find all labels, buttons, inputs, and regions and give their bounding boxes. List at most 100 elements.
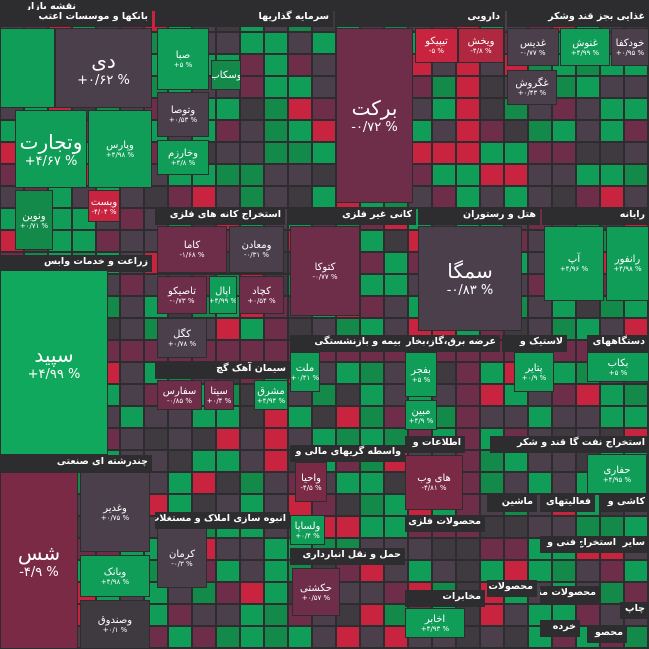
stock-tile: شس -۴/۹ % <box>0 472 78 649</box>
stock-name: مبین <box>411 405 431 417</box>
filler-tile <box>600 560 624 582</box>
sector-title: کاشی و <box>600 495 649 512</box>
filler-tile <box>576 98 600 120</box>
filler-tile <box>552 142 576 164</box>
filler-tile <box>216 340 240 362</box>
filler-tile <box>288 164 312 186</box>
sector-title: دستگاههای <box>587 335 649 352</box>
filler-tile <box>240 164 264 186</box>
filler-tile <box>456 164 480 186</box>
stock-change: +۰/۶۲ % <box>77 72 130 88</box>
filler-tile <box>96 230 120 252</box>
filler-tile <box>240 76 264 98</box>
stock-name: تاصیکو <box>167 285 197 297</box>
sector-title: عرضه برق،گاز،بخار و <box>405 335 500 352</box>
filler-tile <box>144 428 168 450</box>
filler-tile <box>480 120 504 142</box>
filler-tile <box>312 76 336 98</box>
filler-tile <box>216 604 240 626</box>
stock-tile: حفاری +۴/۹۵ % <box>587 454 647 494</box>
filler-tile <box>624 186 648 208</box>
stock-tile: وسکاب <box>211 60 241 90</box>
filler-tile <box>576 142 600 164</box>
filler-tile <box>264 164 288 186</box>
filler-tile <box>120 296 144 318</box>
stock-change: +۰/۵۴ % <box>247 296 276 305</box>
filler-tile <box>264 450 288 472</box>
filler-tile <box>600 186 624 208</box>
stock-change: -۴/۰۴ % <box>91 207 117 216</box>
filler-tile <box>288 32 312 54</box>
stock-tile: کرمان -۰/۳ % <box>157 528 207 588</box>
stock-name: آپ <box>567 254 581 265</box>
stock-change: +۰/۷۵ % <box>100 513 130 522</box>
filler-tile <box>552 406 576 428</box>
sector-title: سرمایه گذاریها <box>155 10 333 27</box>
filler-tile <box>240 54 264 76</box>
filler-tile <box>576 120 600 142</box>
filler-tile <box>600 406 624 428</box>
filler-tile <box>360 274 384 296</box>
stock-tile: وپارس +۴/۹۸ % <box>88 110 152 188</box>
filler-tile <box>144 406 168 428</box>
filler-tile <box>552 560 576 582</box>
stock-tile: سپید +۴/۹۹ % <box>0 270 108 455</box>
sector-title: دارویی <box>336 10 504 27</box>
filler-tile <box>264 428 288 450</box>
filler-tile <box>504 406 528 428</box>
stock-tile <box>0 28 55 108</box>
stock-name: رانفور <box>614 254 641 265</box>
stock-name: صبا <box>175 49 191 61</box>
filler-tile <box>240 428 264 450</box>
stock-name: وبست <box>90 196 118 208</box>
filler-tile <box>552 362 576 384</box>
filler-tile <box>120 230 144 252</box>
filler-tile <box>384 252 408 274</box>
stock-tile: کاما -۱/۶۸ % <box>157 226 227 273</box>
filler-tile <box>480 384 504 406</box>
stock-change: -۰/۳ % <box>171 559 193 568</box>
filler-tile <box>504 538 528 560</box>
sector-title: واسطه گریهای مالی و <box>290 445 405 462</box>
filler-tile <box>624 406 648 428</box>
filler-tile <box>264 98 288 120</box>
sector-title: هتل و رستوران <box>418 208 540 225</box>
filler-tile <box>600 516 624 538</box>
filler-tile <box>288 186 312 208</box>
filler-tile <box>480 604 504 626</box>
stock-change: +۴/۹۸ % <box>613 265 642 273</box>
stock-name: ملت <box>295 362 315 374</box>
stock-name: پتایر <box>525 362 543 374</box>
stock-change: -۴/۸۱ % <box>421 484 447 492</box>
filler-tile <box>312 186 336 208</box>
filler-tile <box>144 186 168 208</box>
stock-name: وپارس <box>106 139 134 151</box>
stock-name: غدیس <box>520 37 547 49</box>
filler-tile <box>192 626 216 648</box>
filler-tile <box>312 142 336 164</box>
filler-tile <box>264 626 288 648</box>
filler-tile <box>528 186 552 208</box>
filler-tile <box>216 450 240 472</box>
stock-tile: بفجر +۵ % <box>405 352 437 397</box>
filler-tile <box>528 516 552 538</box>
filler-tile <box>456 120 480 142</box>
filler-tile <box>240 604 264 626</box>
filler-tile <box>456 362 480 384</box>
sector-title: سایر <box>620 536 649 553</box>
stock-change: +۰/۴۱ % <box>290 373 320 382</box>
filler-tile <box>264 560 288 582</box>
filler-tile <box>360 604 384 626</box>
stock-change: -۱/۶۸ % <box>179 251 205 259</box>
stock-change: +۰/۴ % <box>295 531 320 540</box>
filler-tile <box>288 120 312 142</box>
stock-tile: غنوش +۴/۹۹ % <box>560 28 610 66</box>
filler-tile <box>576 164 600 186</box>
sector-title: محصولات فلزی <box>405 515 485 532</box>
stock-tile: اخابر +۴/۹۳ % <box>405 608 465 638</box>
filler-tile <box>528 450 552 472</box>
stock-name: وتوصا <box>170 105 196 116</box>
filler-tile <box>288 54 312 76</box>
filler-tile <box>240 32 264 54</box>
filler-tile <box>432 164 456 186</box>
